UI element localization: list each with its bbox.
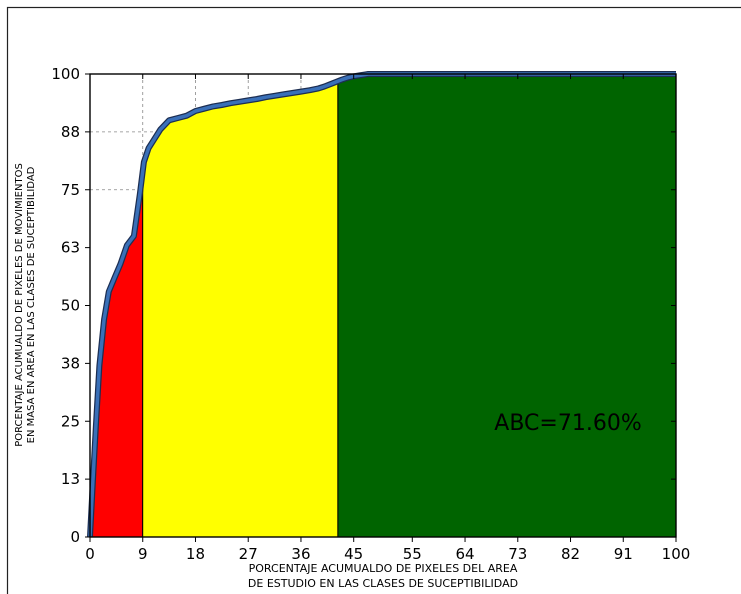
x-tick-label: 45 bbox=[344, 545, 363, 563]
susceptibility-regions bbox=[89, 73, 677, 538]
outer-border bbox=[6, 6, 741, 594]
x-tick-label: 0 bbox=[85, 545, 95, 563]
x-tick-label: 18 bbox=[186, 545, 205, 563]
abc-annotation: ABC=71.60% bbox=[494, 411, 641, 436]
y-axis-label-line-1: PORCENTAJE ACUMUALDO DE PIXELES DE MOVIM… bbox=[14, 163, 25, 447]
y-tick-label: 50 bbox=[61, 297, 80, 315]
x-tick-label: 100 bbox=[662, 545, 691, 563]
y-tick-label: 88 bbox=[61, 123, 80, 141]
y-tick-label: 0 bbox=[70, 528, 80, 546]
x-tick-label: 9 bbox=[138, 545, 148, 563]
x-tick-label: 91 bbox=[614, 545, 633, 563]
y-tick-label: 100 bbox=[51, 65, 80, 83]
x-axis-label-line-2: DE ESTUDIO EN LAS CLASES DE SUCEPTIBILID… bbox=[248, 577, 518, 590]
x-tick-label: 36 bbox=[291, 545, 310, 563]
x-tick-label: 27 bbox=[239, 545, 258, 563]
y-axis-label-line-2: EN MASA EN AREA EN LAS CLASES DE SUCEPTI… bbox=[26, 166, 37, 443]
cumulative-curve bbox=[87, 71, 676, 538]
x-tick-label: 55 bbox=[403, 545, 422, 563]
y-tick-label: 38 bbox=[61, 354, 80, 372]
y-tick-label: 13 bbox=[61, 470, 80, 488]
x-tick-label: 73 bbox=[508, 545, 527, 563]
x-axis-label-line-1: PORCENTAJE ACUMUALDO DE PIXELES DEL AREA bbox=[249, 562, 518, 575]
x-tick-label: 64 bbox=[455, 545, 474, 563]
region-2 bbox=[142, 80, 339, 538]
curve-line bbox=[88, 72, 676, 538]
y-tick-label: 75 bbox=[61, 181, 80, 199]
axis-ticks: 0 9 18 27 36 45 55 64 73 82 91 100 0 13 25 38 50 63 75 88 10… bbox=[51, 65, 690, 563]
y-tick-label: 25 bbox=[61, 412, 80, 430]
y-tick-label: 63 bbox=[61, 239, 80, 257]
region-3 bbox=[337, 73, 677, 538]
x-tick-label: 82 bbox=[561, 545, 580, 563]
